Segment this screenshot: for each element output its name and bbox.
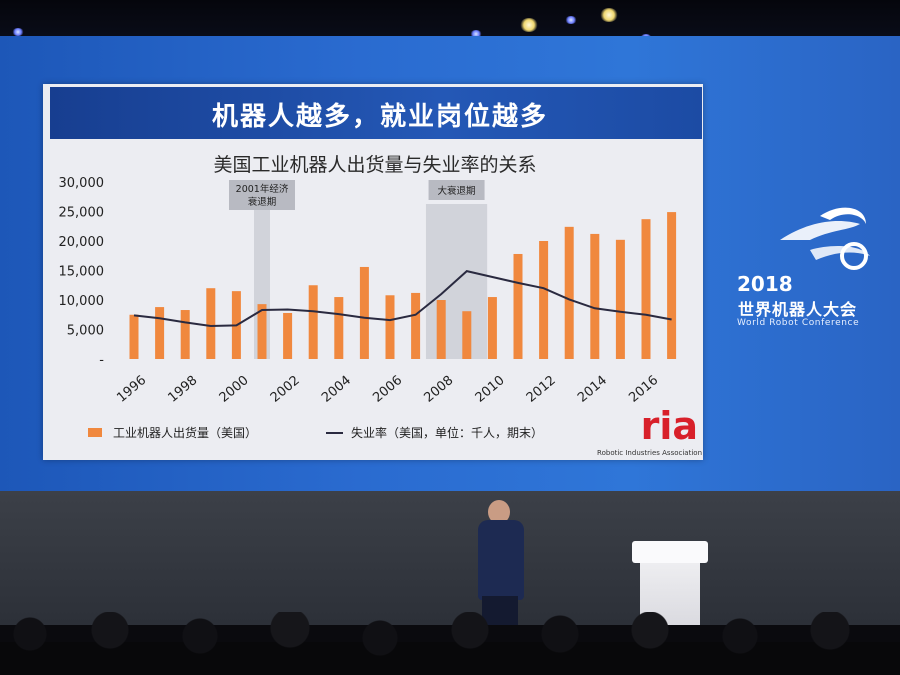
bar-2002 (283, 312, 293, 359)
annotation-label: 2001年经济 (236, 183, 289, 195)
bar-2006 (385, 295, 395, 359)
stage-light (12, 28, 24, 36)
bar-2003 (308, 285, 318, 359)
x-tick-label: 2010 (473, 373, 508, 406)
x-tick-label: 2014 (575, 373, 610, 406)
bar-2013 (564, 226, 574, 359)
bar-2014 (590, 233, 600, 359)
brand-name-cn: 世界机器人大会 (738, 300, 858, 319)
stage-light (600, 8, 618, 22)
stage-light (565, 16, 577, 24)
y-tick-label: 30,000 (59, 176, 105, 191)
bar-2015 (615, 239, 625, 359)
bar-1999 (206, 288, 216, 359)
bar-2004 (334, 297, 344, 359)
bar-1997 (155, 307, 165, 359)
chart: 30,000 25,000 20,000 15,000 10,000 5,000 - 199… (59, 176, 677, 440)
x-tick-label: 1998 (165, 373, 200, 406)
bar-1996 (129, 314, 139, 359)
speaker (478, 520, 524, 600)
chart-title: 美国工业机器人出货量与失业率的关系 (213, 154, 537, 176)
x-tick-label: 1996 (114, 373, 149, 406)
bar-2016 (641, 219, 651, 359)
x-tick-label: 2004 (319, 373, 354, 406)
ria-subtitle: Robotic Industries Association (597, 449, 702, 457)
bar-2010 (487, 297, 497, 359)
brand-name-en: World Robot Conference (737, 318, 860, 328)
bar-1998 (180, 310, 190, 359)
unemployment-line (133, 269, 672, 327)
bar-2012 (539, 241, 549, 359)
x-tick-label: 2008 (421, 373, 456, 406)
bar-2005 (359, 266, 369, 359)
x-tick-label: 2012 (524, 373, 559, 406)
x-tick-label: 2016 (626, 373, 661, 406)
ria-logo: ria (640, 404, 698, 448)
slide-headline: 机器人越多，就业岗位越多 (211, 102, 548, 132)
annotation-label: 衰退期 (248, 196, 277, 208)
brand-year: 2018 (737, 272, 793, 296)
annotation-label: 大衰退期 (438, 185, 476, 197)
stage-backdrop (0, 491, 900, 625)
annotation-box (229, 180, 295, 210)
bar-2007 (411, 292, 421, 359)
y-tick-label: 5,000 (67, 324, 104, 339)
x-tick-label: 2000 (217, 373, 252, 406)
audience (0, 612, 900, 675)
x-tick-label: 2006 (370, 373, 405, 406)
y-tick-label: - (99, 353, 104, 368)
y-tick-label: 20,000 (59, 235, 105, 250)
podium-top (632, 541, 708, 563)
speaker-head (488, 500, 510, 524)
bar-2008 (436, 300, 446, 359)
legend-label: 失业率（美国，单位：千人，期末） (351, 425, 543, 440)
bar-2011 (513, 253, 523, 359)
slide-banner (50, 87, 702, 139)
legend-label: 工业机器人出货量（美国） (113, 425, 257, 440)
stage-light (470, 30, 482, 38)
legend-swatch-bar (88, 428, 102, 437)
stage-light (520, 18, 538, 32)
bar-2001 (257, 304, 267, 359)
y-tick-label: 10,000 (59, 294, 105, 309)
y-tick-label: 25,000 (59, 206, 105, 221)
annotation-box (428, 180, 485, 200)
wrc-swoosh-icon (780, 207, 870, 270)
y-tick-label: 15,000 (59, 265, 105, 280)
bar-2009 (462, 311, 472, 359)
x-tick-label: 2002 (268, 373, 303, 406)
bar-2017 (667, 212, 677, 359)
